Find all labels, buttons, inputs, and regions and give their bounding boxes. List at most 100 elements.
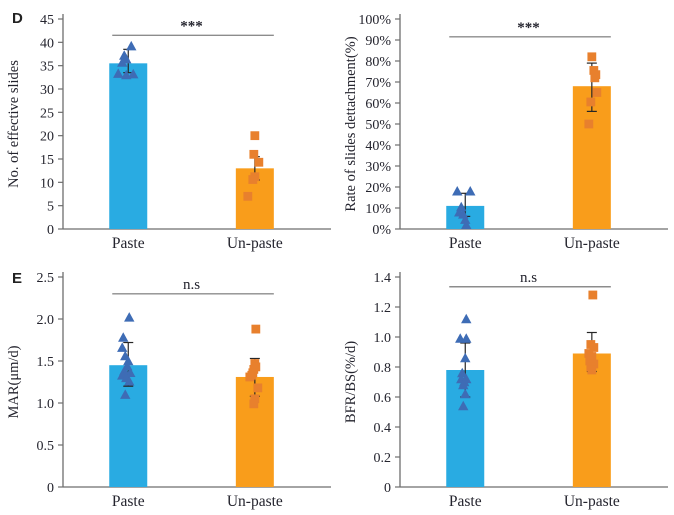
data-point-triangle (118, 332, 129, 342)
data-point-square (592, 88, 602, 97)
data-point-triangle (465, 186, 476, 196)
y-axis-title: No. of effective slides (6, 60, 22, 188)
x-category-label-un-paste: Un-paste (227, 493, 283, 510)
data-point-triangle (457, 367, 468, 378)
chart-bfr-bs: 0 0.2 0.4 0.6 0.8 1.0 1.2 1.4 BFR/BS(%/d) Paste Un… (337, 258, 674, 515)
x-category-label-un-paste: Un-paste (227, 235, 283, 252)
data-point-triangle (126, 40, 137, 51)
y-tick-label: 0.8 (374, 361, 392, 376)
y-tick-label: 2.0 (37, 313, 55, 328)
y-axis-title: Rate of slides dettachment(%) (343, 36, 359, 211)
y-tick-label: 1.5 (37, 355, 55, 370)
data-point-square (584, 119, 594, 129)
x-category-label-paste: Paste (112, 235, 145, 252)
data-point-triangle (120, 389, 131, 399)
y-tick-label: 50% (365, 118, 391, 133)
y-tick-label: 1.2 (374, 301, 392, 316)
data-point-triangle (117, 342, 128, 352)
data-point-square (250, 394, 260, 404)
x-category-label-paste: Paste (112, 493, 145, 510)
y-tick-label: 100% (358, 13, 391, 28)
data-point-square (587, 352, 597, 361)
significance-label: *** (180, 18, 203, 34)
bar-paste (109, 63, 148, 230)
data-point-triangle (461, 333, 472, 343)
y-tick-label: 5 (47, 200, 54, 215)
y-tick-label: 0.2 (374, 451, 392, 466)
y-tick-label: 1.0 (37, 397, 55, 412)
data-point-square (250, 131, 260, 141)
data-point-square (588, 290, 598, 300)
data-point-square (589, 343, 599, 352)
y-axis-title: BFR/BS(%/d) (343, 341, 359, 423)
x-category-label-un-paste: Un-paste (564, 493, 620, 510)
data-point-square (253, 383, 263, 393)
y-tick-label: 70% (365, 76, 391, 91)
chart-mar: 0 0.5 1.0 1.5 2.0 2.5 MAR(μm/d) Paste Un-paste n.… (0, 258, 337, 515)
y-axis-title: MAR(μm/d) (6, 345, 22, 418)
data-point-triangle (461, 219, 472, 230)
y-tick-label: 0% (372, 223, 391, 238)
data-point-triangle (452, 186, 463, 196)
chart-svg-bfr-bs: 0 0.2 0.4 0.6 0.8 1.0 1.2 1.4 BFR/BS(%/d) Paste Un… (343, 270, 668, 510)
data-point-triangle (124, 375, 135, 386)
y-tick-label: 25 (40, 106, 54, 121)
data-point-triangle (460, 214, 471, 224)
y-tick-label: 0.6 (374, 391, 392, 406)
data-point-triangle (124, 312, 135, 322)
data-point-square (587, 365, 597, 375)
panel-label-d: D (12, 10, 23, 27)
y-tick-label: 0 (47, 481, 54, 496)
y-tick-label: 40 (40, 36, 54, 51)
x-category-label-paste: Paste (449, 235, 482, 252)
data-point-triangle (458, 379, 469, 390)
data-point-square (249, 149, 259, 159)
data-point-triangle (128, 68, 139, 79)
y-tick-label: 20% (365, 181, 391, 196)
panel-label-e: E (12, 270, 23, 287)
data-point-triangle (113, 68, 124, 78)
significance-label: n.s (183, 277, 200, 293)
data-point-square (254, 157, 264, 167)
y-tick-label: 80% (365, 55, 391, 70)
x-category-label-un-paste: Un-paste (564, 235, 620, 252)
data-point-square (251, 324, 261, 334)
y-tick-label: 40% (365, 139, 391, 154)
data-point-square (249, 399, 259, 409)
data-point-square (586, 97, 596, 107)
y-tick-label: 90% (365, 34, 391, 49)
data-point-triangle (461, 313, 472, 324)
data-point-square (587, 52, 597, 62)
y-tick-label: 0 (384, 481, 391, 496)
significance-label: *** (517, 20, 540, 36)
data-point-square (248, 175, 258, 184)
y-tick-label: 20 (40, 130, 54, 145)
data-point-triangle (125, 367, 136, 378)
y-tick-label: 0 (47, 223, 54, 238)
y-tick-label: 0.5 (37, 439, 55, 454)
y-tick-label: 1.4 (374, 271, 392, 286)
y-tick-label: 30 (40, 83, 54, 98)
data-point-triangle (117, 57, 128, 67)
y-tick-label: 2.5 (37, 271, 55, 286)
data-point-triangle (458, 400, 469, 411)
y-tick-label: 0.4 (374, 421, 392, 436)
significance-label: n.s (520, 270, 537, 286)
y-tick-label: 60% (365, 97, 391, 112)
y-tick-label: 1.0 (374, 331, 392, 346)
chart-slides-detachment-rate: 0% 10% 20% 30% 40% 50% 60% 70% 80% 90% 100% Rate of… (337, 0, 674, 257)
bar-un-paste (572, 353, 611, 487)
y-tick-label: 30% (365, 160, 391, 175)
y-tick-label: 15 (40, 153, 54, 168)
y-tick-label: 10% (365, 202, 391, 217)
chart-svg-slides-detachment-rate: 0% 10% 20% 30% 40% 50% 60% 70% 80% 90% 100% Rate of… (343, 13, 668, 252)
data-point-square (590, 73, 600, 83)
chart-svg-effective-slides: 0 5 10 15 20 25 30 35 40 45 No. of effective slide… (6, 13, 331, 252)
x-category-label-paste: Paste (449, 493, 482, 510)
y-tick-label: 10 (40, 176, 54, 191)
chart-effective-slides: 0 5 10 15 20 25 30 35 40 45 No. of effective slide… (0, 0, 337, 257)
data-point-square (243, 191, 253, 201)
data-point-triangle (460, 352, 471, 363)
chart-svg-mar: 0 0.5 1.0 1.5 2.0 2.5 MAR(μm/d) Paste Un-paste n.… (6, 271, 331, 510)
